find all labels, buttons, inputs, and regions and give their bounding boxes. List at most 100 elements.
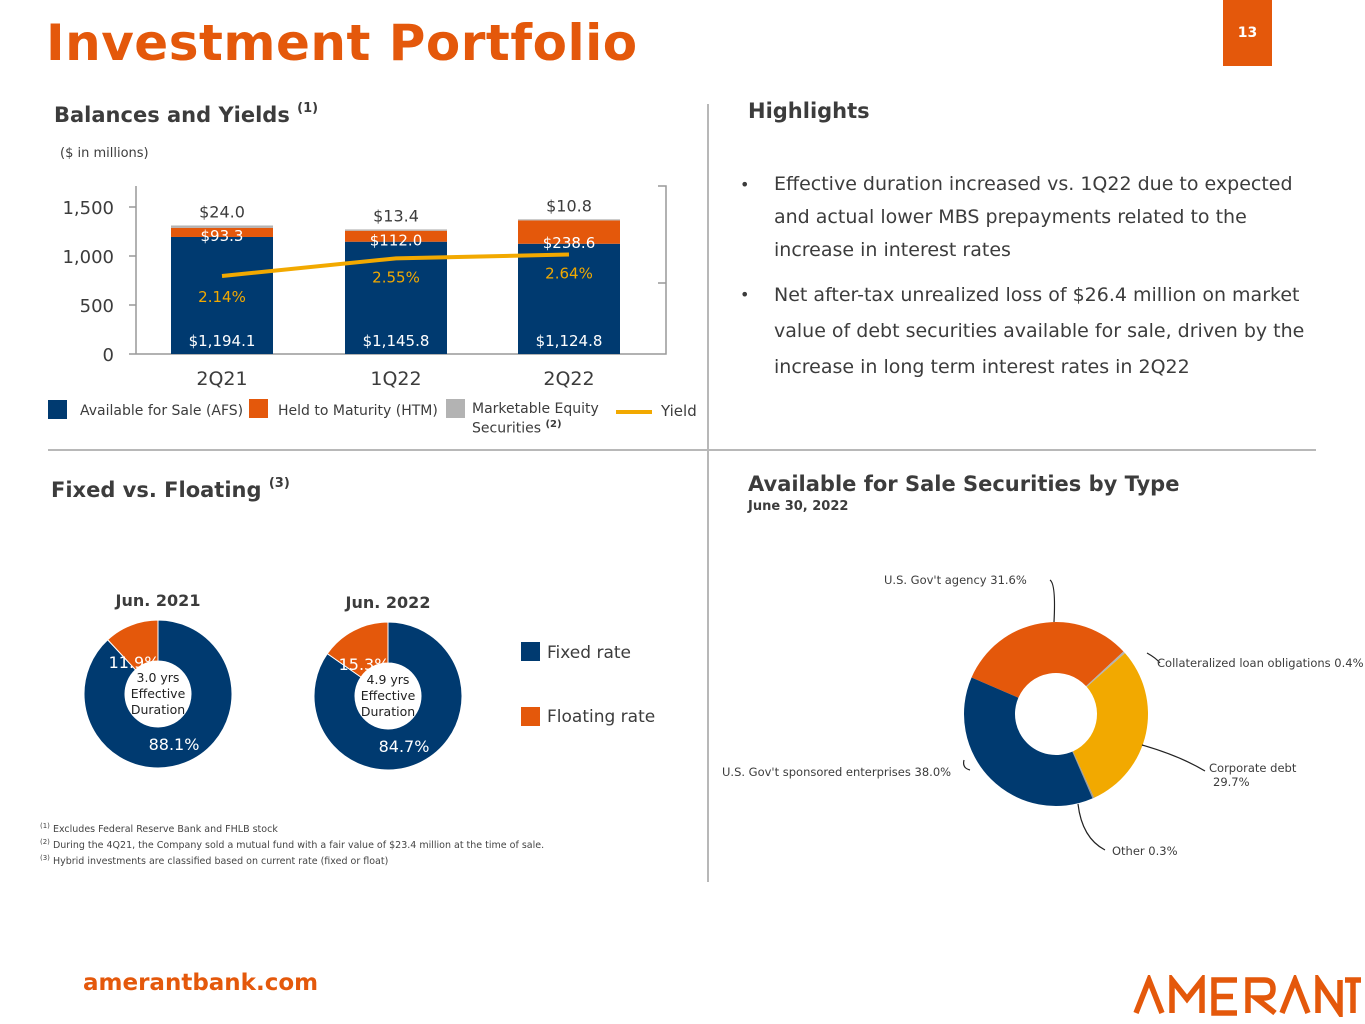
footnote-marker-1: (1) bbox=[40, 822, 50, 830]
bar-mes bbox=[345, 229, 447, 231]
legend-label-htm: Held to Maturity (HTM) bbox=[278, 403, 438, 419]
legend-label-mes: Marketable Equity Securities (2) bbox=[472, 402, 599, 437]
legend-label-mes-footnote: (2) bbox=[545, 419, 562, 430]
donut-fixed-label: 88.1% bbox=[149, 735, 200, 754]
afs-slice-corporate bbox=[1072, 653, 1148, 798]
footnote-2: (2) During the 4Q21, the Company sold a … bbox=[40, 836, 544, 852]
y-tick-label: 1,500 bbox=[62, 198, 114, 219]
legend-label-yield: Yield bbox=[661, 402, 697, 420]
mes-value-label: $10.8 bbox=[546, 196, 592, 215]
donut-title: Jun. 2021 bbox=[115, 591, 201, 610]
balances-title-footnote: (1) bbox=[297, 101, 319, 116]
mes-value-label: $13.4 bbox=[373, 206, 419, 225]
legend-line-yield bbox=[616, 410, 652, 414]
bar-afs bbox=[518, 243, 620, 354]
donut-center-text: Effective bbox=[361, 688, 416, 703]
leader-line-clo bbox=[1146, 652, 1161, 664]
horizontal-divider bbox=[48, 449, 1316, 451]
footnotes: (1) Excludes Federal Reserve Bank and FH… bbox=[40, 820, 544, 868]
highlight-bullet-2: • Net after-tax unrealized loss of $26.4… bbox=[740, 277, 1330, 385]
leader-line-corporate bbox=[1141, 744, 1206, 772]
fixed-floating-title-footnote: (3) bbox=[268, 476, 290, 491]
afs-label-clo: Collateralized loan obligations 0.4% bbox=[1157, 656, 1364, 670]
htm-value-label: $112.0 bbox=[370, 232, 423, 250]
legend-swatch-mes bbox=[446, 399, 465, 418]
highlight-bullet-1: • Effective duration increased vs. 1Q22 … bbox=[740, 168, 1330, 267]
donut-slice-floating bbox=[106, 619, 159, 671]
afs-value-label: $1,194.1 bbox=[189, 332, 256, 350]
donut-fixed-label: 84.7% bbox=[379, 737, 430, 756]
vertical-divider bbox=[707, 104, 709, 882]
donut-slice-fixed bbox=[313, 621, 463, 771]
bullet-dot: • bbox=[740, 285, 750, 304]
afs-label-corporate-line1: Corporate debt bbox=[1209, 761, 1297, 775]
afs-label-corporate-line2: 29.7% bbox=[1213, 775, 1250, 789]
bar-afs bbox=[171, 236, 273, 354]
legend-swatch-afs bbox=[48, 400, 67, 419]
legend-swatch-htm bbox=[249, 399, 268, 418]
afs-type-subtitle: June 30, 2022 bbox=[748, 499, 849, 514]
x-category-label: 2Q22 bbox=[543, 368, 594, 390]
legend-label-mes-line2: Securities bbox=[472, 420, 542, 437]
yield-value-label: 2.55% bbox=[372, 268, 420, 286]
donut-chart-jun-2022: Jun. 2022 84.7% 15.3%4.9 yrsEffectiveDurat… bbox=[313, 593, 463, 771]
highlight-text-1: Effective duration increased vs. 1Q22 du… bbox=[774, 173, 1293, 261]
afs-value-label: $1,124.8 bbox=[536, 332, 603, 350]
units-label: ($ in millions) bbox=[60, 146, 149, 161]
y-tick-label: 1,000 bbox=[62, 247, 114, 268]
donut-center-text: 4.9 yrs bbox=[367, 672, 410, 687]
x-category-label: 1Q22 bbox=[370, 368, 421, 390]
bar-htm bbox=[345, 230, 447, 242]
fixed-floating-title-text: Fixed vs. Floating bbox=[51, 478, 262, 502]
leader-line-agency bbox=[1049, 579, 1056, 623]
legend-label-floating: Floating rate bbox=[547, 707, 656, 727]
legend-label-fixed: Fixed rate bbox=[547, 643, 631, 663]
yield-value-label: 2.14% bbox=[198, 288, 246, 306]
balances-title-text: Balances and Yields bbox=[54, 103, 290, 127]
y-tick-label: 0 bbox=[103, 345, 114, 366]
afs-type-donut-chart: U.S. Gov't agency 31.6% Collateralized lo… bbox=[722, 573, 1364, 858]
afs-label-other: Other 0.3% bbox=[1112, 844, 1178, 858]
highlight-text-2: Net after-tax unrealized loss of $26.4 m… bbox=[774, 284, 1305, 378]
footer-url[interactable]: amerantbank.com bbox=[83, 970, 319, 996]
afs-type-title: Available for Sale Securities by Type bbox=[748, 472, 1180, 496]
afs-slice-agency bbox=[971, 622, 1124, 698]
footnote-marker-2: (2) bbox=[40, 838, 50, 847]
x-category-label: 2Q21 bbox=[196, 368, 247, 390]
bullet-dot: • bbox=[740, 175, 750, 194]
htm-value-label: $238.6 bbox=[543, 234, 596, 252]
donut-center-text: Effective bbox=[131, 686, 186, 701]
leader-line-gse bbox=[963, 759, 971, 771]
highlights-title: Highlights bbox=[748, 99, 870, 123]
leader-line-other bbox=[1077, 803, 1106, 851]
amerant-logo bbox=[1133, 975, 1361, 1017]
legend-swatch-fixed bbox=[521, 642, 540, 661]
afs-slice-gse bbox=[964, 677, 1093, 806]
yield-line bbox=[221, 252, 570, 278]
donut-center-text: Duration bbox=[361, 704, 415, 719]
donut-floating-label: 11.9% bbox=[109, 653, 160, 672]
htm-value-label: $93.3 bbox=[201, 227, 244, 245]
page-number-badge: 13 bbox=[1223, 0, 1272, 66]
legend-label-mes-line1: Marketable Equity bbox=[472, 401, 599, 417]
donut-chart-jun-2021: Jun. 2021 88.1% 11.9%3.0 yrsEffectiveDurat… bbox=[83, 591, 233, 769]
right-axis-bracket bbox=[658, 185, 667, 355]
donut-center-text: Duration bbox=[131, 702, 185, 717]
afs-label-gse: U.S. Gov't sponsored enterprises 38.0% bbox=[722, 765, 951, 779]
footnote-text-3: Hybrid investments are classified based … bbox=[52, 856, 389, 868]
footnote-text-2: During the 4Q21, the Company sold a mutu… bbox=[52, 840, 545, 852]
afs-slice-clo bbox=[1086, 651, 1126, 687]
footnote-3: (3) Hybrid investments are classified ba… bbox=[40, 852, 544, 868]
y-tick-label: 500 bbox=[80, 296, 114, 317]
bar-mes bbox=[171, 225, 273, 228]
bar-htm bbox=[518, 220, 620, 244]
page-title: Investment Portfolio bbox=[46, 14, 638, 72]
footnote-marker-3: (3) bbox=[40, 854, 50, 863]
legend-swatch-floating bbox=[521, 707, 540, 726]
fixed-floating-title: Fixed vs. Floating (3) bbox=[51, 476, 290, 502]
donut-slice-fixed bbox=[83, 619, 233, 769]
footnote-1: (1) Excludes Federal Reserve Bank and FH… bbox=[40, 820, 544, 836]
donut-center-text: 3.0 yrs bbox=[137, 670, 180, 685]
balances-section-title: Balances and Yields (1) bbox=[54, 101, 319, 127]
highlights-list: • Effective duration increased vs. 1Q22 … bbox=[740, 168, 1330, 395]
